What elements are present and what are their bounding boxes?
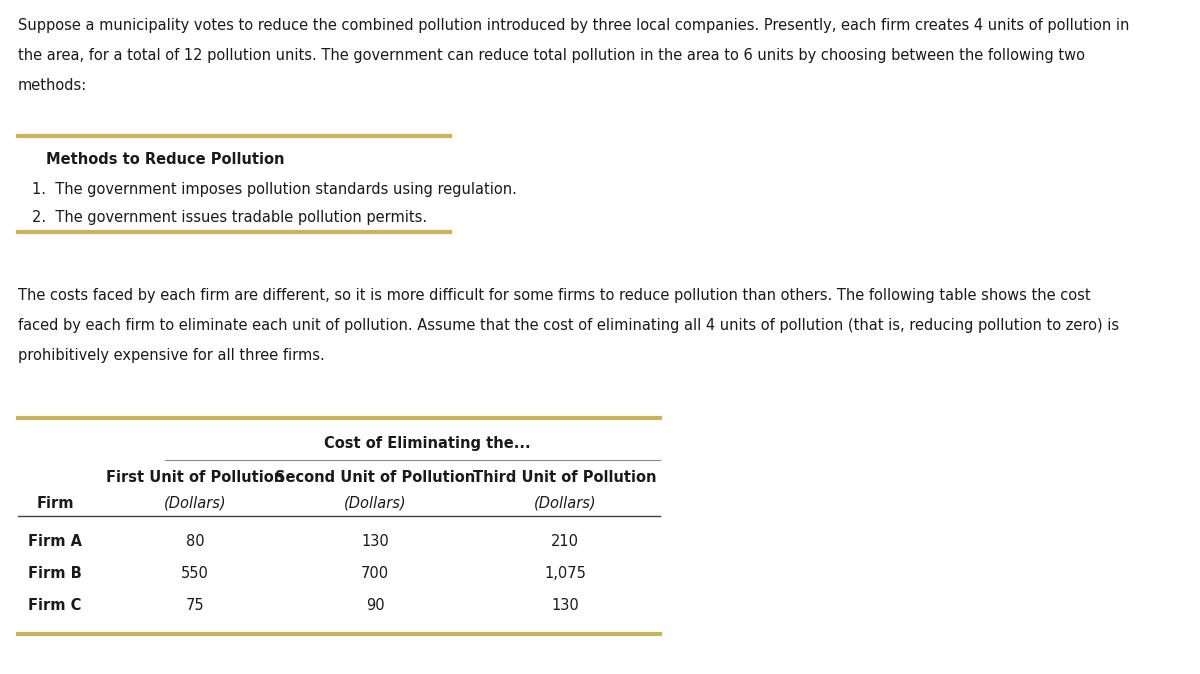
Point [158, 456, 173, 464]
Text: the area, for a total of 12 pollution units. The government can reduce total pol: the area, for a total of 12 pollution un… [18, 48, 1085, 63]
Point [11, 630, 25, 638]
Point [653, 512, 667, 520]
Point [653, 456, 667, 464]
Text: (Dollars): (Dollars) [343, 496, 407, 511]
Text: Firm A: Firm A [28, 534, 82, 549]
Text: Methods to Reduce Pollution: Methods to Reduce Pollution [46, 152, 284, 167]
Text: faced by each firm to eliminate each unit of pollution. Assume that the cost of : faced by each firm to eliminate each uni… [18, 318, 1120, 333]
Text: 130: 130 [361, 534, 389, 549]
Text: The costs faced by each firm are different, so it is more difficult for some fir: The costs faced by each firm are differe… [18, 288, 1091, 303]
Text: Firm: Firm [36, 496, 73, 511]
Text: (Dollars): (Dollars) [534, 496, 596, 511]
Point [11, 132, 25, 140]
Text: Second Unit of Pollution: Second Unit of Pollution [275, 470, 475, 485]
Text: 1,075: 1,075 [544, 566, 586, 581]
Point [11, 512, 25, 520]
Text: prohibitively expensive for all three firms.: prohibitively expensive for all three fi… [18, 348, 325, 363]
Text: 90: 90 [366, 598, 384, 613]
Point [11, 414, 25, 422]
Point [443, 132, 457, 140]
Text: Cost of Eliminating the...: Cost of Eliminating the... [324, 436, 530, 451]
Text: Firm B: Firm B [28, 566, 82, 581]
Text: 80: 80 [186, 534, 204, 549]
Point [653, 630, 667, 638]
Text: Third Unit of Pollution: Third Unit of Pollution [473, 470, 656, 485]
Text: 700: 700 [361, 566, 389, 581]
Text: 550: 550 [181, 566, 209, 581]
Text: (Dollars): (Dollars) [163, 496, 227, 511]
Text: 1.  The government imposes pollution standards using regulation.: 1. The government imposes pollution stan… [32, 182, 517, 197]
Text: First Unit of Pollution: First Unit of Pollution [106, 470, 284, 485]
Text: 210: 210 [551, 534, 580, 549]
Point [443, 228, 457, 236]
Point [653, 414, 667, 422]
Text: 2.  The government issues tradable pollution permits.: 2. The government issues tradable pollut… [32, 210, 427, 225]
Text: 130: 130 [551, 598, 578, 613]
Text: Suppose a municipality votes to reduce the combined pollution introduced by thre: Suppose a municipality votes to reduce t… [18, 18, 1129, 33]
Point [11, 228, 25, 236]
Text: methods:: methods: [18, 78, 88, 93]
Text: 75: 75 [186, 598, 204, 613]
Text: Firm C: Firm C [29, 598, 82, 613]
